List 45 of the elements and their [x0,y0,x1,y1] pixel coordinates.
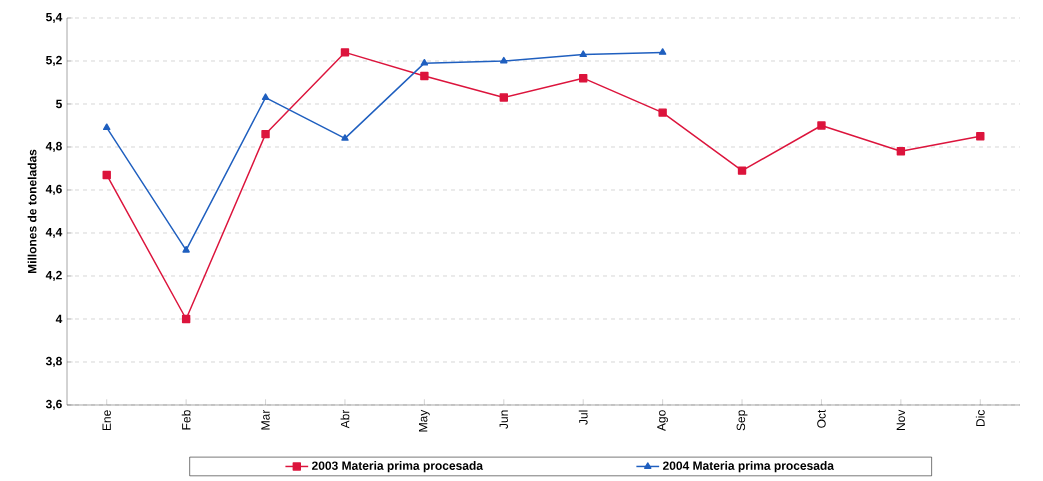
point [420,58,429,66]
point [420,71,429,81]
x-tick-label: Sep [736,410,748,431]
y-tick-label: 5,2 [46,55,62,67]
y-tick-label: 4,4 [45,227,63,239]
x-tick-label: Ago [657,410,668,432]
x-tick-label: Dic [975,410,985,427]
point [341,134,349,141]
legend-label: 2004 Materia prima procesada [662,461,835,473]
point [579,73,588,83]
point [499,93,508,102]
x-tick-label: Oct [817,409,826,428]
x-tick-label: Jun [499,410,508,429]
point [102,170,111,180]
x-tick-label: Nov [896,409,906,431]
point [261,129,270,139]
legend-label: 2003 Materia prima procesada [311,461,484,473]
y-tick-label: 5,4 [46,12,63,24]
y-tick-label: 3,8 [45,356,62,368]
point [261,93,270,101]
x-tick-label: May [419,409,430,432]
point [737,166,747,175]
point [658,108,667,117]
y-tick-label: 4,6 [45,184,62,196]
point [181,314,191,324]
x-tick-label: Ene [102,410,111,431]
point [817,121,826,130]
point [896,147,906,156]
point [500,56,508,64]
point [658,48,667,55]
y-tick-label: 4 [55,314,63,324]
y-tick-label: 5 [56,99,62,109]
point [976,132,985,141]
x-tick-label: Abr [340,409,350,429]
y-tick-label: 4,8 [45,141,62,153]
x-tick-label: Jul [578,410,588,425]
x-tick-label: Mar [261,409,270,430]
x-tick-label: Feb [181,410,191,430]
y-tick-label: 3,6 [45,399,62,411]
y-tick-label: 4,2 [45,270,62,282]
y-axis-title: Millones de toneladas [27,149,37,274]
point [182,245,190,253]
point [340,48,350,57]
point [102,123,111,131]
point [579,50,587,58]
